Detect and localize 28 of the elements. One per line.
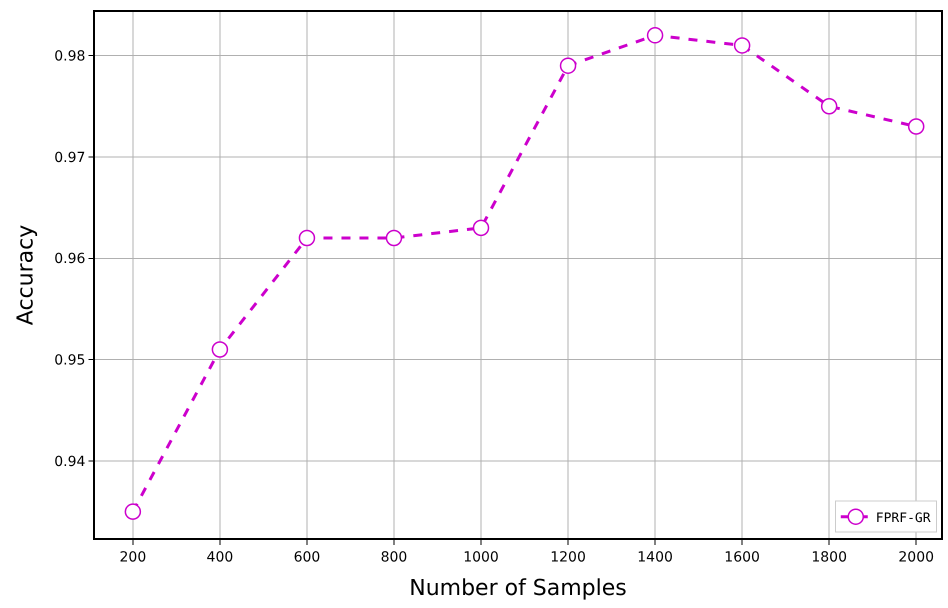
x-tick-label: 200: [119, 550, 146, 566]
y-tick-label: 0.98: [54, 48, 86, 64]
y-tick-label: 0.97: [54, 150, 86, 166]
x-axis-title: Number of Samples: [409, 576, 627, 601]
point: [734, 37, 750, 54]
x-tick-label: 1000: [463, 550, 499, 566]
point: [472, 220, 490, 236]
point: [908, 118, 924, 135]
point: [212, 341, 228, 358]
point: [386, 230, 402, 246]
x-tick-label: 1800: [811, 550, 847, 566]
y-tick-label: 0.96: [54, 251, 86, 268]
y-tick-label: 0.95: [54, 352, 86, 369]
y-axis-title: Accuracy: [14, 224, 39, 326]
x-tick-label: 2000: [898, 550, 934, 566]
x-tick-label: 400: [206, 550, 234, 566]
point: [646, 27, 664, 44]
point: [820, 98, 838, 114]
point: [560, 57, 576, 74]
x-tick-label: 1200: [550, 550, 586, 566]
x-tick-label: 800: [380, 550, 408, 566]
x-tick-label: 1600: [724, 550, 760, 566]
legend-label: FPRF-GR: [876, 510, 931, 526]
point: [298, 230, 316, 246]
y-tick-label: 0.94: [54, 454, 86, 470]
x-tick-label: 1400: [637, 550, 673, 566]
x-tick-label: 600: [294, 550, 320, 566]
point: [124, 503, 142, 520]
